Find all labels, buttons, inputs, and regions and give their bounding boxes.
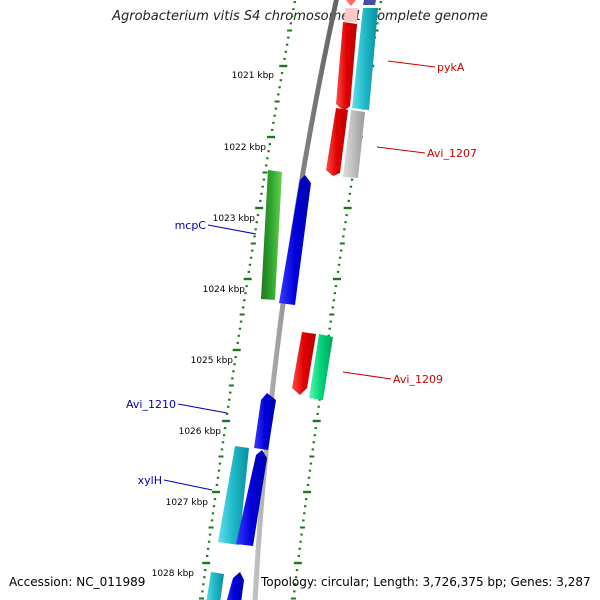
kbp-label: 1024 kbp — [203, 285, 246, 295]
topology-text: Topology: circular; Length: 3,726,375 bp… — [261, 575, 591, 589]
kbp-label: 1027 kbp — [166, 498, 209, 508]
gene-red-1208[interactable] — [292, 332, 316, 395]
kbp-label: 1023 kbp — [213, 214, 256, 224]
gene-pink-stub — [344, 8, 358, 22]
gene-label-xylh[interactable]: xylH — [138, 474, 162, 487]
gene-mcpc-green[interactable] — [261, 170, 282, 300]
gene-avi-1209[interactable] — [309, 334, 333, 400]
gene-label-avi-1209[interactable]: Avi_1209 — [393, 373, 443, 386]
gene-xylh[interactable] — [218, 446, 249, 545]
kbp-label: 1028 kbp — [152, 569, 195, 579]
gene-label-avi-1210[interactable]: Avi_1210 — [126, 398, 176, 411]
gene-blue-top — [363, 0, 376, 5]
gene-label-avi-1207[interactable]: Avi_1207 — [427, 147, 477, 160]
kbp-label: 1021 kbp — [232, 71, 275, 81]
gene-xylh-blue[interactable] — [236, 450, 267, 546]
leader-xylh — [163, 479, 213, 491]
gene-cyan-pyka[interactable] — [352, 8, 378, 110]
gene-pyka[interactable] — [336, 22, 357, 111]
gene-blue-1210[interactable] — [254, 393, 276, 450]
map-title: Agrobacterium vitis S4 chromosome 1, com… — [112, 9, 488, 24]
gene-red-top — [346, 0, 356, 6]
gene-label-mcpc[interactable]: mcpC — [175, 219, 207, 232]
gene-mcpc-blue[interactable] — [279, 175, 311, 305]
leader-mcpc — [207, 224, 257, 235]
kbp-label: 1022 kbp — [224, 143, 267, 153]
outer-tick-track — [199, 1, 296, 600]
gene-avi-1207[interactable] — [343, 110, 365, 178]
leader-pyka — [387, 60, 436, 68]
gene-cyan-bottom[interactable] — [205, 572, 224, 600]
accession-text: Accession: NC_011989 — [9, 575, 146, 589]
chromosome-backbone — [252, 0, 339, 600]
kbp-label: 1026 kbp — [179, 427, 222, 437]
gene-blue-bottom[interactable] — [224, 572, 244, 600]
kbp-label: 1025 kbp — [191, 356, 234, 366]
leader-avi-1207 — [376, 146, 426, 154]
leader-avi-1210 — [177, 403, 228, 414]
gene-label-pyka[interactable]: pykA — [437, 61, 465, 74]
leader-avi-1209 — [342, 371, 392, 380]
gene-avi-1206[interactable] — [326, 108, 348, 176]
